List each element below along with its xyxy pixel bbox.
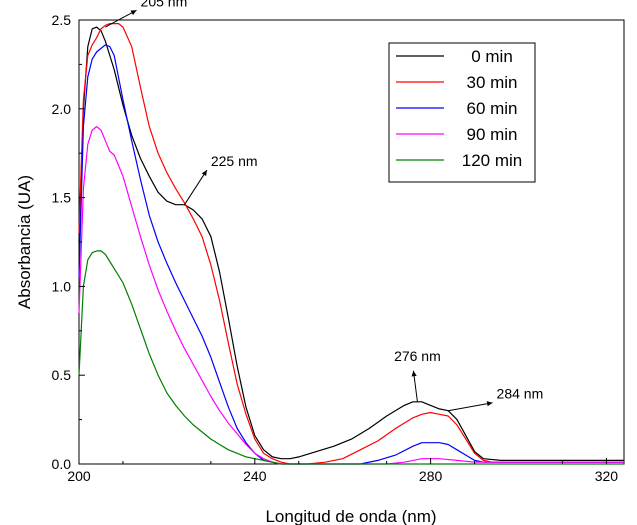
annotation-arrow-225-nm	[184, 169, 208, 205]
annotation-arrowhead-225-nm	[201, 170, 207, 177]
annotation-label-284-nm: 284 nm	[497, 386, 544, 402]
x-tick-label: 240	[243, 468, 267, 484]
y-tick-label: 0.0	[52, 456, 72, 472]
y-tick-label: 1.0	[52, 278, 72, 294]
y-tick-label: 2.5	[52, 12, 72, 28]
y-tick-label: 1.5	[52, 190, 72, 206]
x-tick-label: 320	[595, 468, 619, 484]
y-tick-label: 0.5	[52, 367, 72, 383]
legend-box	[388, 42, 536, 183]
annotation-label-205-nm: 205 nm	[141, 0, 188, 9]
annotation-arrow-205-nm	[105, 9, 137, 28]
legend-label-0-min: 0 min	[471, 47, 513, 66]
annotation-label-276-nm: 276 nm	[394, 348, 441, 364]
legend-label-120-min: 120 min	[462, 151, 522, 170]
legend-items: 0 min 30 min 60 min 90 min 120 min	[396, 47, 522, 170]
annotation-arrow-284-nm	[448, 402, 493, 412]
annotation-arrowhead-276-nm	[411, 370, 417, 377]
series-line-90-min	[78, 126, 624, 465]
legend-label-30-min: 30 min	[466, 73, 517, 92]
series-line-0-min	[78, 26, 624, 461]
annotation-layer: 205 nm 225 nm 276 nm 284 nm	[105, 0, 544, 412]
x-axis-title: Longitud de onda (nm)	[265, 507, 436, 525]
legend: 0 min 30 min 60 min 90 min 120 min	[388, 42, 536, 183]
x-tick-label: 200	[67, 468, 91, 484]
x-tick-label: 280	[419, 468, 443, 484]
series-line-120-min	[78, 250, 624, 465]
y-axis-title: Absorbancia (UA)	[15, 175, 34, 309]
legend-label-90-min: 90 min	[466, 125, 517, 144]
annotation-label-225-nm: 225 nm	[211, 153, 258, 169]
y-tick-label: 2.0	[52, 101, 72, 117]
series-line-60-min	[78, 44, 624, 465]
annotation-arrowhead-284-nm	[486, 401, 493, 407]
legend-label-60-min: 60 min	[466, 99, 517, 118]
ticks-layer: 200 240 280 320 0.0 0.5 1.0 1.5 2.0 2.5	[52, 12, 619, 484]
annotation-arrowhead-205-nm	[130, 10, 137, 16]
